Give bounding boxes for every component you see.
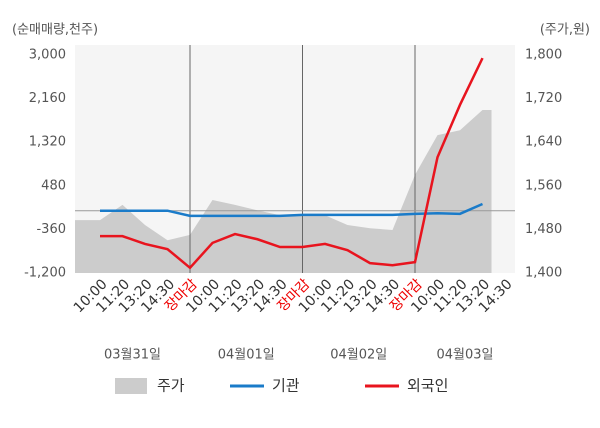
- y-axis-label: (순매매량,천주): [12, 23, 98, 38]
- series-line: [100, 202, 484, 218]
- y-tick-label: 1,320: [29, 135, 66, 150]
- y-tick-label: 480: [41, 178, 66, 193]
- y2-tick-label: 1,480: [525, 222, 562, 237]
- y2-axis-label: (주가,원): [540, 23, 590, 38]
- y-tick-label: -1,200: [24, 266, 66, 281]
- legend-label: 주가: [157, 377, 185, 395]
- date-label: 04월01일: [218, 348, 275, 363]
- y2-tick-label: 1,400: [525, 266, 562, 281]
- price-area: [75, 110, 492, 273]
- y2-tick-label: 1,560: [525, 178, 562, 193]
- legend-label: 외국인: [407, 377, 448, 395]
- y-tick-label: 2,160: [29, 91, 66, 106]
- y2-tick-label: 1,720: [525, 91, 562, 106]
- date-label: 04월02일: [330, 348, 387, 363]
- y-tick-label: 3,000: [29, 48, 66, 63]
- y2-tick-label: 1,800: [525, 48, 562, 63]
- series-line: [100, 57, 484, 270]
- date-label: 03월31일: [104, 348, 161, 363]
- y-tick-label: -360: [36, 222, 66, 237]
- date-label: 04월03일: [436, 348, 493, 363]
- legend-swatch: [115, 378, 147, 394]
- y2-tick-label: 1,640: [525, 135, 562, 150]
- legend-label: 기관: [272, 377, 300, 395]
